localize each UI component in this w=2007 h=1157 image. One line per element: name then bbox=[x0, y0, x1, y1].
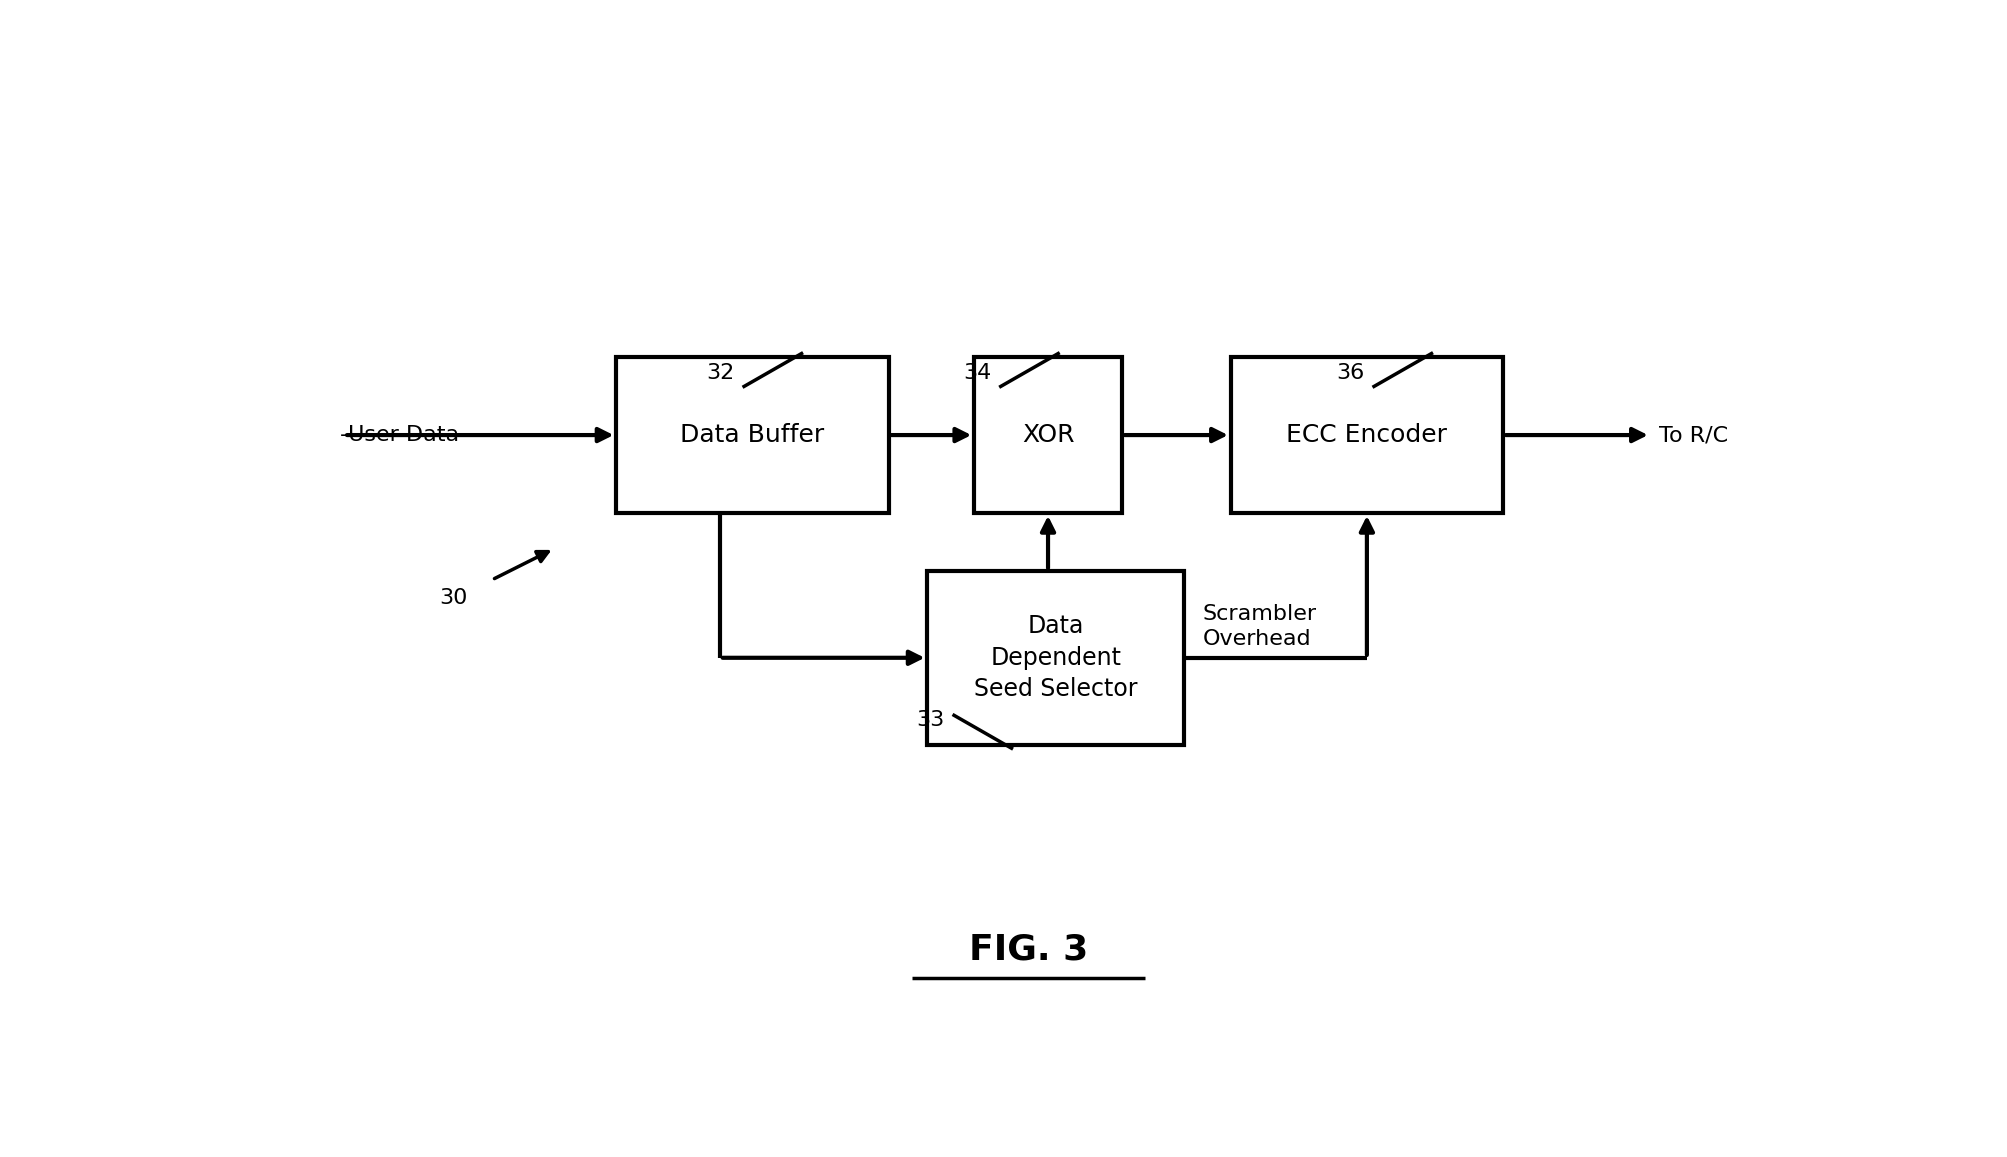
Text: To R/C: To R/C bbox=[1658, 425, 1728, 445]
Text: ECC Encoder: ECC Encoder bbox=[1286, 423, 1447, 447]
Text: Scrambler
Overhead: Scrambler Overhead bbox=[1202, 604, 1317, 649]
Bar bbox=[616, 358, 889, 513]
Text: Data Buffer: Data Buffer bbox=[680, 423, 825, 447]
Text: 34: 34 bbox=[963, 363, 991, 383]
Text: 30: 30 bbox=[440, 588, 468, 607]
Text: 36: 36 bbox=[1337, 363, 1365, 383]
Text: XOR: XOR bbox=[1022, 423, 1074, 447]
Text: FIG. 3: FIG. 3 bbox=[969, 933, 1088, 966]
Bar bbox=[973, 358, 1122, 513]
Bar bbox=[927, 570, 1184, 745]
Bar bbox=[1230, 358, 1503, 513]
Text: 33: 33 bbox=[917, 710, 945, 730]
Text: 32: 32 bbox=[706, 363, 735, 383]
Text: -User Data: -User Data bbox=[339, 425, 460, 445]
Text: Data
Dependent
Seed Selector: Data Dependent Seed Selector bbox=[973, 614, 1138, 701]
